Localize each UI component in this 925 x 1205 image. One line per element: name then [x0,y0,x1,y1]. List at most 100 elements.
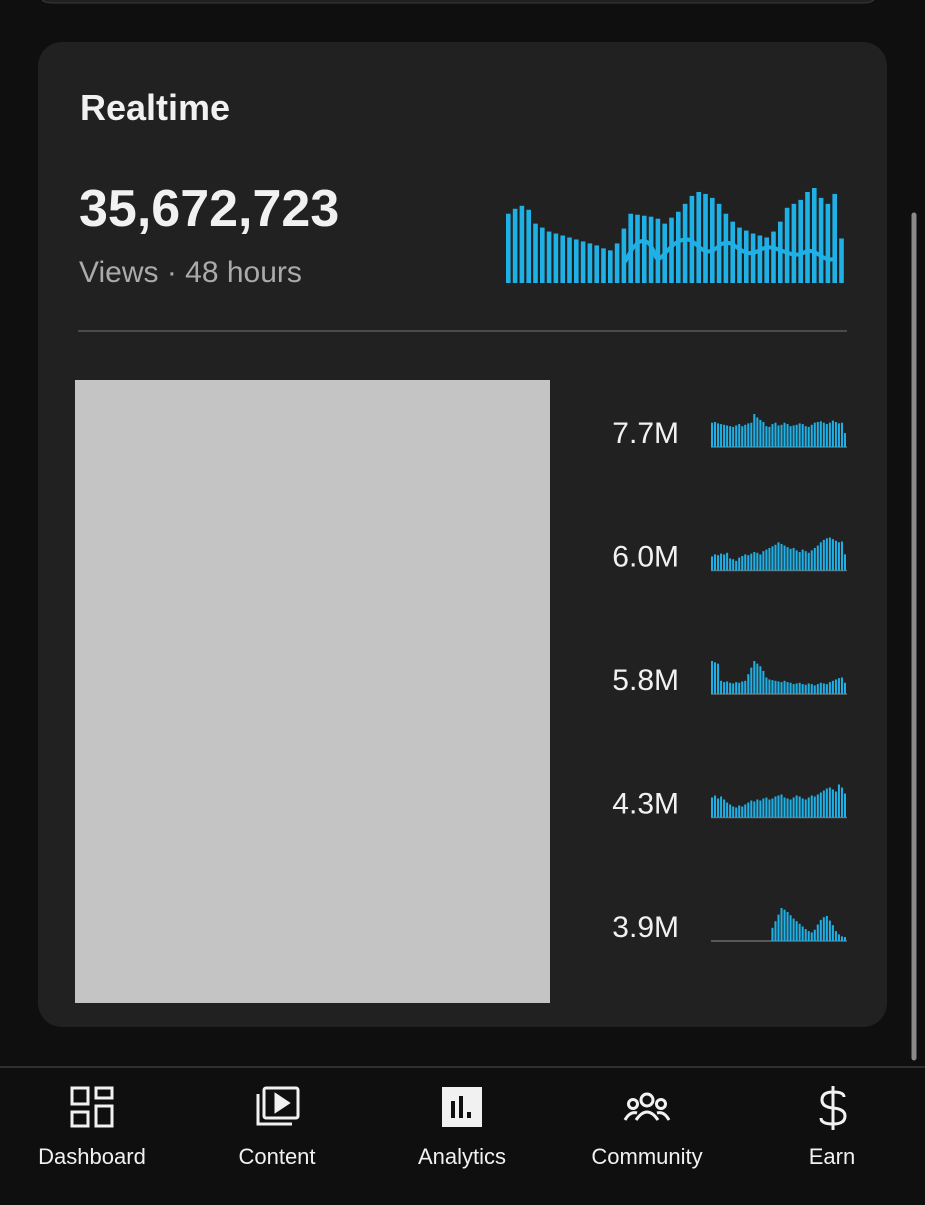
spark-bar [816,684,819,694]
spark-bar [784,207,790,283]
analytics-icon[interactable] [442,1087,482,1127]
spark-bar [798,796,801,818]
nav-label[interactable]: Dashboard [38,1144,146,1169]
spark-bar [810,932,813,941]
spark-bar [717,663,720,694]
spark-bar [738,682,741,694]
spark-bar [735,682,738,694]
spark-bar [735,807,738,818]
spark-bar [703,193,708,283]
spark-bar [780,908,783,941]
spark-bar [711,661,714,694]
spark-bar [825,684,828,694]
spark-bar [723,424,726,447]
spark-bar [813,685,816,694]
spark-bar [798,551,801,571]
spark-bar [594,245,599,283]
spark-bar [840,787,843,818]
community-icon[interactable] [623,1092,671,1121]
spark-bar [621,228,627,283]
spark-bar [786,424,789,447]
spark-bar [810,684,813,694]
spark-bar [834,791,837,818]
nav-label[interactable]: Analytics [418,1144,506,1169]
spark-bar [717,555,720,571]
spark-bar [744,554,747,571]
spark-bar [777,425,780,447]
spark-bar [771,798,774,818]
spark-bar [795,550,798,571]
spark-bar [783,422,786,447]
spark-bar [747,555,750,571]
spark-bar [828,682,831,694]
spark-bar [805,191,810,283]
content-icon[interactable] [256,1086,300,1126]
spark-bar [768,426,771,447]
spark-bar [771,231,776,283]
spark-bar [750,553,753,571]
spark-bar [831,680,834,694]
spark-bar [717,423,720,447]
spark-bar [750,800,753,818]
spark-bar [804,929,807,941]
spark-bar [825,788,828,818]
spark-bar [818,197,824,283]
earn-icon[interactable] [819,1086,847,1130]
spark-bar [786,911,789,941]
spark-bar [747,674,750,694]
spark-bar [720,553,723,571]
nav-label[interactable]: Content [238,1144,315,1169]
spark-bar [783,680,786,694]
nav-label[interactable]: Community [591,1144,702,1169]
video-views: 7.7M [612,417,679,450]
spark-bar [759,666,762,694]
nav-label[interactable]: Earn [809,1144,855,1169]
spark-bar [747,802,750,818]
spark-bar [792,918,795,941]
video-views: 6.0M [612,541,679,574]
spark-bar [816,924,819,941]
spark-bar [837,934,840,941]
spark-bar [777,914,780,941]
spark-bar [792,425,795,447]
spark-bar [714,662,717,694]
spark-bar [714,795,717,818]
spark-bar [831,925,834,941]
spark-bar [795,921,798,941]
spark-bar [839,238,844,283]
spark-bar [780,682,783,694]
spark-bar [771,546,774,571]
spark-bar [771,927,774,941]
video-views: 5.8M [612,664,679,697]
spark-bar [732,426,735,447]
spark-bar [774,544,777,571]
spark-bar [764,237,769,283]
spark-bar [587,243,593,283]
spark-bar [822,422,825,447]
spark-bar [819,792,822,818]
spark-bar [533,223,538,283]
spark-bar [753,801,756,818]
spark-bar [744,680,747,694]
spark-bar [819,919,822,941]
spark-bar [750,667,753,694]
video-views: 3.9M [612,911,679,944]
spark-bar [744,230,749,283]
spark-bar [825,915,828,941]
spark-bar [777,542,780,571]
spark-bar [798,682,801,694]
dashboard-icon[interactable] [70,1086,114,1128]
spark-bar [750,422,753,447]
spark-bar [813,422,816,447]
spark-bar [801,549,804,571]
spark-bar [792,684,795,694]
spark-bar [822,539,825,571]
spark-bar [825,424,828,447]
spark-bar [786,798,789,818]
spark-bar [831,789,834,818]
video-views: 4.3M [612,788,679,821]
spark-bar [771,680,774,694]
spark-bar [729,804,732,818]
spark-bar [831,539,834,571]
spark-bar [834,540,837,571]
